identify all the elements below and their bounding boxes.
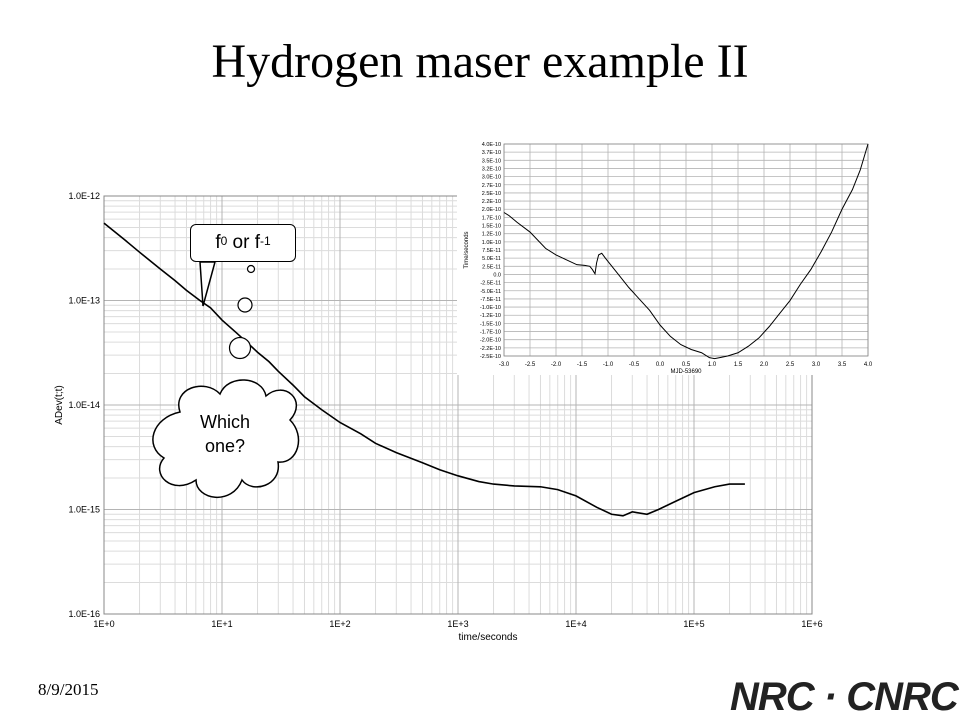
- inset-x-tick-label: 2.0: [760, 362, 769, 368]
- inset-y-axis-label: Time/seconds: [464, 231, 470, 268]
- inset-y-tick-label: -1.2E-10: [480, 313, 501, 319]
- inset-plot-frame: [503, 143, 869, 357]
- inset-x-tick-label: 1.5: [734, 362, 743, 368]
- inset-y-tick-label: -5.0E-11: [480, 289, 501, 295]
- thought-bubble-medium: [237, 297, 253, 313]
- inset-y-tick-label: 2.7E-10: [482, 183, 501, 189]
- x-tick-label: 1E+1: [211, 619, 232, 629]
- thought-cloud-text: Which one?: [160, 410, 290, 458]
- x-tick-label: 1E+2: [329, 619, 350, 629]
- inset-x-axis-label: MJD-53690: [670, 369, 702, 374]
- inset-y-tick-label: -2.2E-10: [480, 346, 501, 352]
- cloud-line-1: Which: [199, 412, 250, 432]
- inset-x-tick-label: -1.5: [577, 362, 588, 368]
- inset-y-tick-label: 5.0E-11: [482, 256, 501, 262]
- inset-x-tick-label: 1.0: [708, 362, 717, 368]
- x-axis-label: time/seconds: [459, 632, 518, 643]
- inset-y-tick-label: 7.5E-11: [482, 248, 501, 254]
- inset-y-tick-label: -2.0E-10: [480, 338, 501, 344]
- y-tick-label: 1.0E-13: [68, 296, 100, 306]
- adev-series-line: [103, 222, 745, 517]
- slide-title: Hydrogen maser example II: [211, 35, 749, 88]
- callout-pointer: [199, 261, 216, 307]
- inset-time-chart-panel: -3.0 -2.5 -2.0 -1.5 -1.0 -0.5 0.0 0.5 1.0 1.5 2.0 2…: [458, 136, 876, 374]
- inset-x-tick-label: 3.0: [812, 362, 821, 368]
- inset-x-tick-label: 4.0: [864, 362, 873, 368]
- inset-x-tick-label: -2.5: [525, 362, 536, 368]
- inset-y-tick-label: -7.5E-11: [480, 297, 501, 303]
- x-tick-label: 1E+4: [565, 619, 586, 629]
- callout-middle: or f: [227, 232, 261, 253]
- inset-y-tick-label: 3.0E-10: [482, 175, 501, 181]
- callout-exponent-0: 0: [220, 234, 228, 248]
- x-tick-label: 1E+0: [93, 619, 114, 629]
- inset-y-tick-label: 2.2E-10: [482, 199, 501, 205]
- inset-y-tick-label: -2.5E-10: [480, 354, 501, 360]
- inset-y-tick-label: -1.7E-10: [480, 330, 501, 336]
- y-tick-label: 1.0E-16: [68, 609, 100, 619]
- inset-x-tick-label: 3.5: [838, 362, 847, 368]
- time-residual-series-line: [503, 143, 869, 360]
- callout-base: f: [215, 232, 221, 253]
- inset-y-tick-label: 0.0: [493, 272, 501, 278]
- inset-y-tick-label: 2.0E-10: [482, 207, 501, 213]
- inset-y-tick-label: 1.7E-10: [482, 215, 501, 221]
- y-tick-label: 1.0E-12: [68, 191, 100, 201]
- inset-y-tick-label: 3.7E-10: [482, 150, 501, 156]
- inset-y-tick-label: -1.0E-10: [480, 305, 501, 311]
- thought-bubble-small: [246, 264, 256, 274]
- inset-y-tick-label: -1.5E-10: [480, 321, 501, 327]
- inset-x-tick-label: -3.0: [499, 362, 510, 368]
- inset-x-tick-label: 0.0: [656, 362, 665, 368]
- inset-y-tick-label: 4.0E-10: [482, 142, 501, 148]
- footer-date: 8/9/2015: [38, 680, 99, 699]
- inset-y-tick-label: 1.2E-10: [482, 232, 501, 238]
- thought-cloud: [152, 379, 300, 498]
- inset-y-tick-label: 3.5E-10: [482, 158, 501, 164]
- y-axis-label: ADev(t;t): [54, 385, 65, 424]
- y-tick-label: 1.0E-15: [68, 505, 100, 515]
- inset-x-tick-label: -1.0: [603, 362, 614, 368]
- inset-y-tick-label: -2.5E-11: [480, 281, 501, 287]
- inset-x-tick-label: 0.5: [682, 362, 691, 368]
- logo-wordmark: NRC · CNRC: [730, 675, 959, 719]
- inset-x-tick-label: -0.5: [629, 362, 640, 368]
- x-tick-label: 1E+6: [801, 619, 822, 629]
- cloud-line-2: one?: [204, 436, 246, 456]
- nrc-cnrc-logo: NRC · CNRC: [730, 674, 959, 720]
- inset-y-tick-label: 1.0E-10: [482, 240, 501, 246]
- x-tick-label: 1E+5: [683, 619, 704, 629]
- callout-exponent-minus-1: -1: [260, 234, 271, 248]
- inset-y-tick-label: 2.5E-11: [482, 264, 501, 270]
- inset-y-tick-label: 1.5E-10: [482, 224, 501, 230]
- inset-y-tick-label: 3.2E-10: [482, 166, 501, 172]
- time-residual-chart: -3.0 -2.5 -2.0 -1.5 -1.0 -0.5 0.0 0.5 1.0 1.5 2.0 2…: [464, 142, 873, 374]
- x-tick-label: 1E+3: [447, 619, 468, 629]
- inset-y-tick-label: 2.5E-10: [482, 191, 501, 197]
- thought-bubble-large: [228, 336, 252, 360]
- y-tick-label: 1.0E-14: [68, 400, 100, 410]
- inset-x-tick-label: -2.0: [551, 362, 562, 368]
- inset-x-tick-label: 2.5: [786, 362, 795, 368]
